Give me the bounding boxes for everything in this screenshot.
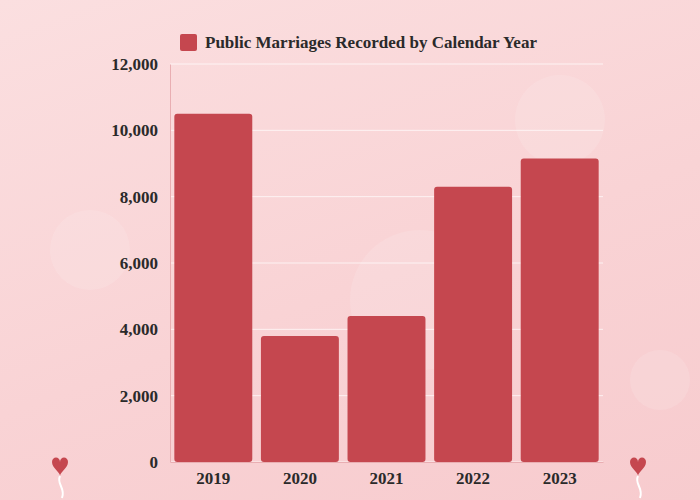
y-tick-label: 10,000 bbox=[111, 121, 158, 140]
bar bbox=[434, 187, 512, 462]
bubble bbox=[50, 210, 130, 290]
heart bbox=[52, 458, 68, 477]
y-tick-label: 0 bbox=[150, 453, 159, 472]
y-tick-label: 12,000 bbox=[111, 55, 158, 74]
y-tick-label: 2,000 bbox=[120, 387, 158, 406]
x-tick-label: 2022 bbox=[456, 469, 490, 488]
y-tick-label: 8,000 bbox=[120, 188, 158, 207]
heart bbox=[630, 458, 646, 477]
x-tick: 2019 bbox=[196, 462, 230, 488]
bar bbox=[174, 114, 252, 462]
x-axis-line bbox=[171, 462, 604, 463]
x-tick: 2023 bbox=[543, 462, 577, 488]
heart-decoration bbox=[52, 458, 68, 499]
chart: 0 2,000 4,000 6,000 8,000 10,000 12,000 2019 202… bbox=[0, 0, 700, 500]
y-tick-label: 4,000 bbox=[120, 320, 158, 339]
x-tick-label: 2020 bbox=[283, 469, 317, 488]
legend: Public Marriages Recorded by Calendar Ye… bbox=[180, 33, 537, 52]
y-tick: 4,000 bbox=[120, 320, 170, 339]
grid-line bbox=[170, 64, 603, 65]
x-tick: 2022 bbox=[456, 462, 490, 488]
grid bbox=[170, 64, 603, 462]
bar bbox=[521, 159, 599, 462]
y-tick: 10,000 bbox=[111, 121, 170, 140]
y-tick: 0 bbox=[150, 453, 171, 472]
legend-swatch bbox=[180, 34, 197, 51]
y-axis: 0 2,000 4,000 6,000 8,000 10,000 12,000 bbox=[111, 55, 170, 472]
heart-decoration bbox=[630, 458, 646, 499]
bar bbox=[261, 336, 339, 462]
y-tick: 2,000 bbox=[120, 387, 170, 406]
y-tick: 6,000 bbox=[120, 254, 170, 273]
heart-ribbon bbox=[59, 476, 63, 498]
y-axis-line bbox=[170, 65, 171, 463]
bubble bbox=[515, 75, 605, 165]
bars bbox=[174, 114, 598, 462]
x-tick: 2021 bbox=[370, 462, 404, 488]
x-axis: 2019 2020 2021 2022 2023 bbox=[171, 462, 604, 488]
y-tick: 12,000 bbox=[111, 55, 170, 74]
y-tick-label: 6,000 bbox=[120, 254, 158, 273]
x-tick: 2020 bbox=[283, 462, 317, 488]
x-tick-label: 2021 bbox=[370, 469, 404, 488]
legend-label: Public Marriages Recorded by Calendar Ye… bbox=[205, 33, 537, 52]
bar bbox=[348, 316, 426, 462]
bubble bbox=[630, 350, 690, 410]
heart-ribbon bbox=[637, 476, 641, 498]
y-tick: 8,000 bbox=[120, 188, 170, 207]
x-tick-label: 2023 bbox=[543, 469, 577, 488]
x-tick-label: 2019 bbox=[196, 469, 230, 488]
